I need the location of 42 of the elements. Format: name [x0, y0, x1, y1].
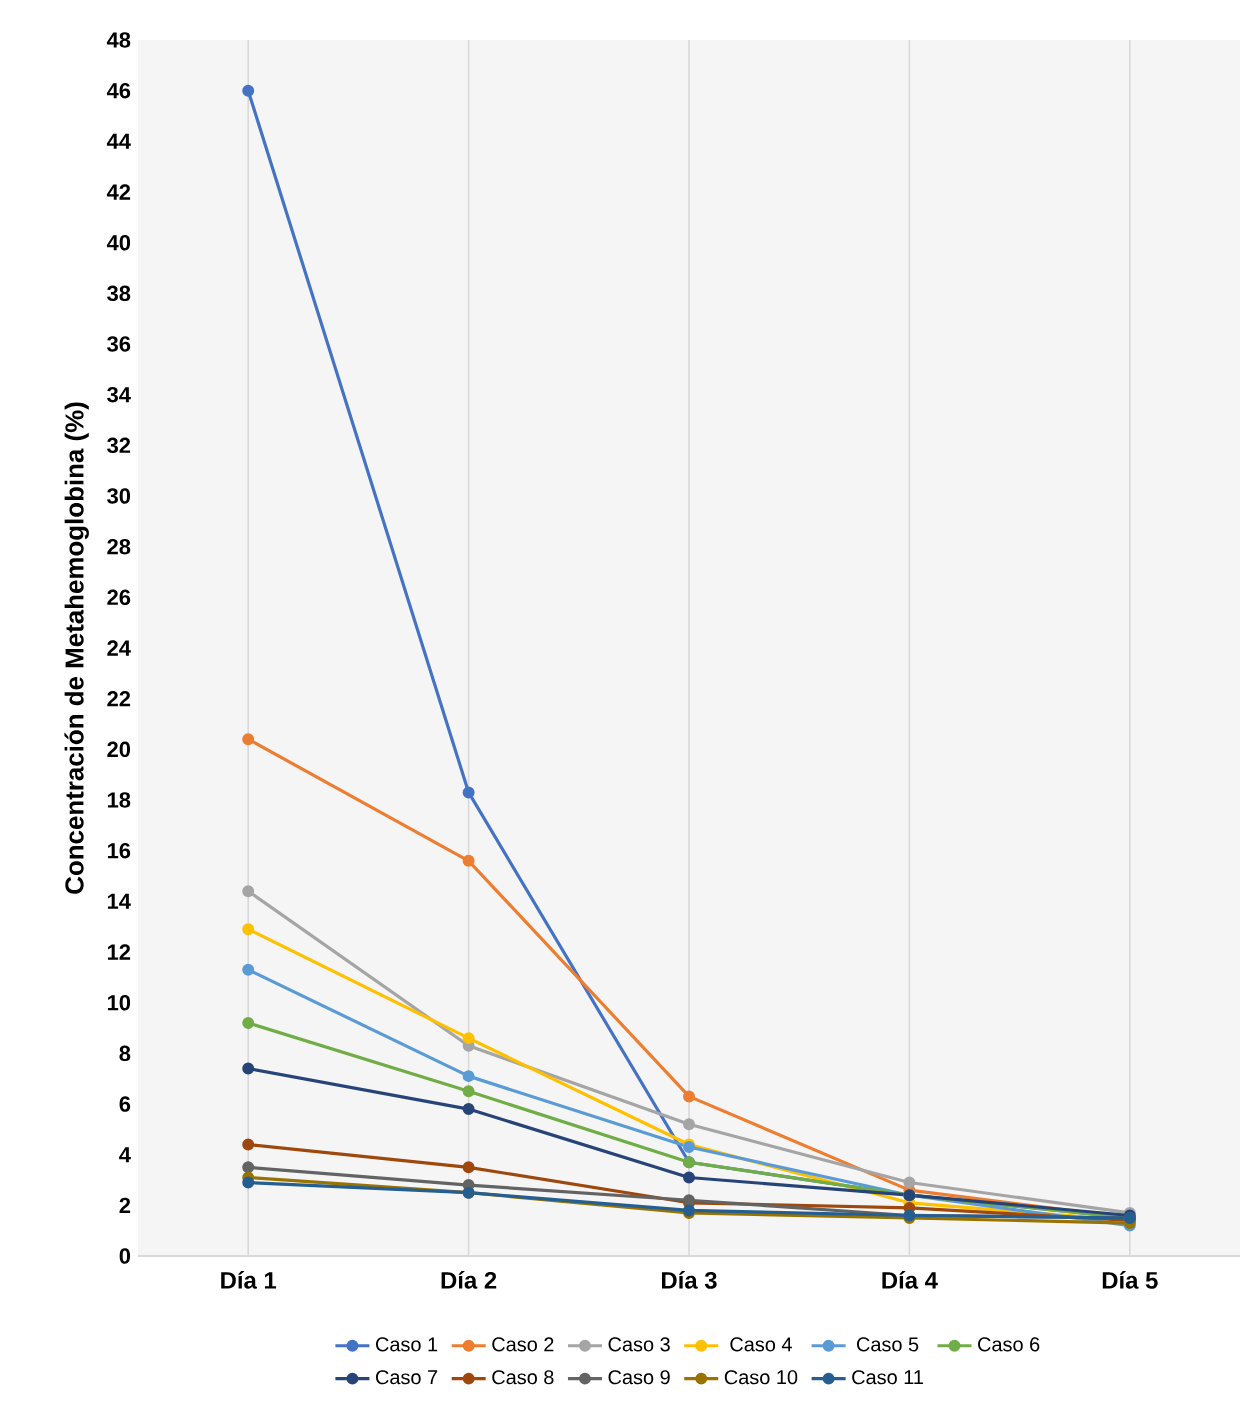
y-tick-label: 44 — [106, 133, 131, 149]
legend-label: Caso 1 — [376, 1337, 438, 1352]
y-axis-title: Concentración de Metahemoglobina (%) — [64, 402, 89, 894]
y-tick-label: 22 — [107, 691, 131, 707]
y-tick-label: 34 — [107, 386, 131, 403]
legend-label: Caso 10 — [724, 1370, 798, 1385]
legend-label: Caso 3 — [608, 1337, 670, 1352]
y-tick-label: 12 — [107, 944, 131, 960]
x-tick-label: Día 5 — [1102, 1271, 1158, 1289]
legend-label: Caso 8 — [492, 1370, 554, 1385]
y-tick-label: 36 — [107, 336, 131, 352]
y-tick-label: 2 — [119, 1197, 131, 1213]
y-tick-label: 30 — [107, 488, 131, 504]
y-tick-label: 0 — [119, 1248, 131, 1264]
legend-label: Caso 9 — [608, 1370, 670, 1385]
y-tick-label: 6 — [119, 1096, 131, 1112]
y-tick-label: 20 — [107, 741, 131, 758]
y-tick-label: 26 — [107, 589, 131, 606]
legend-label: Caso 6 — [978, 1337, 1040, 1352]
legend-label: Caso 2 — [492, 1337, 554, 1352]
y-tick-label: 16 — [107, 842, 131, 859]
y-tick-label: 10 — [107, 994, 131, 1011]
y-tick-label: 40 — [106, 234, 131, 251]
legend-label: Caso 5 — [856, 1337, 919, 1352]
x-tick-label: Día 1 — [221, 1271, 277, 1289]
y-tick-label: 28 — [107, 538, 131, 555]
y-tick-label: 4 — [119, 1147, 131, 1163]
x-tick-label: Día 3 — [662, 1271, 717, 1289]
y-tick-label: 32 — [107, 437, 131, 454]
x-tick-label: Día 4 — [882, 1271, 938, 1289]
y-tick-label: 14 — [107, 893, 131, 909]
y-tick-label: 8 — [119, 1045, 131, 1062]
y-tick-label: 48 — [106, 32, 131, 48]
x-tick-label: Día 2 — [441, 1271, 497, 1289]
y-tick-label: 46 — [106, 82, 131, 99]
y-tick-label: 18 — [107, 792, 131, 808]
y-tick-label: 42 — [106, 184, 131, 200]
legend-label: Caso 11 — [852, 1370, 923, 1385]
y-tick-label: 38 — [107, 285, 131, 302]
y-tick-label: 24 — [107, 640, 131, 656]
legend-label: Caso 7 — [376, 1370, 438, 1385]
legend-label: Caso 4 — [730, 1337, 792, 1352]
